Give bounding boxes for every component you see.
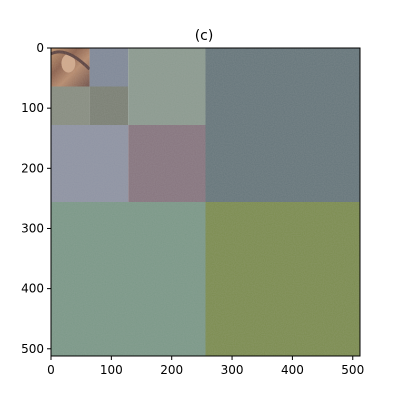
subband-texture <box>89 48 129 87</box>
subband-texture <box>128 48 206 125</box>
y-axis: 0 100 200 300 400 500 <box>21 41 51 356</box>
x-tick-label: 200 <box>160 363 183 377</box>
subband-level2-vertical <box>51 125 129 202</box>
subband-texture <box>51 48 90 87</box>
x-tick-label: 500 <box>341 363 364 377</box>
subband-level1-vertical <box>51 202 206 356</box>
subband-texture <box>89 86 129 125</box>
x-axis: 0 100 200 300 400 500 <box>47 356 364 377</box>
x-tick-label: 100 <box>100 363 123 377</box>
subband-level2-horizontal <box>128 48 206 125</box>
subband-texture <box>128 125 206 202</box>
subband-texture <box>205 202 360 356</box>
subband-ll-approximation <box>50 48 91 87</box>
subband-texture <box>205 48 360 202</box>
y-tick-label: 0 <box>36 41 44 55</box>
x-tick-label: 300 <box>221 363 244 377</box>
chart-title: (c) <box>195 28 214 44</box>
x-tick-label: 0 <box>47 363 55 377</box>
y-tick-label: 100 <box>21 101 44 115</box>
y-tick-label: 400 <box>21 282 44 296</box>
subband-level3-diagonal <box>89 86 129 125</box>
plot-area <box>50 47 361 357</box>
y-tick-label: 300 <box>21 221 44 235</box>
plot-frame <box>50 47 361 357</box>
y-tick-label: 500 <box>21 342 44 356</box>
subband-level2-diagonal <box>128 125 206 202</box>
subband-level1-horizontal <box>205 48 360 202</box>
x-tick-label: 400 <box>281 363 304 377</box>
subband-texture <box>51 86 90 125</box>
subband-texture <box>51 125 129 202</box>
y-tick-label: 200 <box>21 161 44 175</box>
subband-level3-horizontal <box>89 48 129 87</box>
subband-texture <box>51 202 206 356</box>
subband-level3-vertical <box>51 86 90 125</box>
subband-level1-diagonal <box>205 202 360 356</box>
